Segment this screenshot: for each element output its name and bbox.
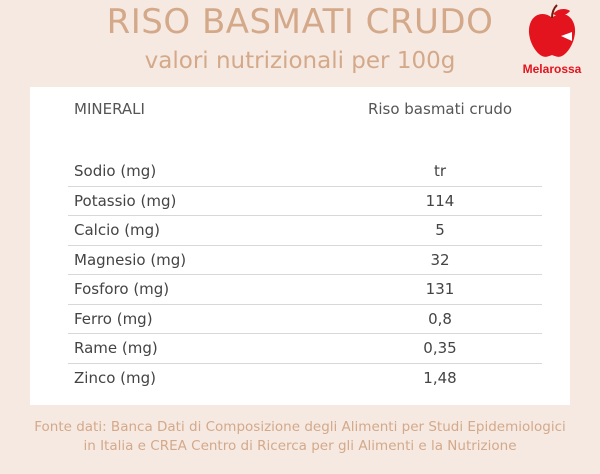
mineral-value: 32 <box>430 250 450 269</box>
column-header-food: Riso basmati crudo <box>367 100 513 118</box>
mineral-value: 1,48 <box>423 368 457 387</box>
mineral-value: 5 <box>435 221 445 239</box>
page-title: RISO BASMATI CRUDO <box>106 2 494 42</box>
row-divider <box>68 303 542 305</box>
table-row: Magnesio (mg) 32 <box>30 246 570 275</box>
source-line-1: Fonte dati: Banca Dati di Composizione d… <box>34 419 566 435</box>
logo-label: Melarossa <box>522 62 582 76</box>
row-divider <box>68 333 542 334</box>
row-divider <box>68 362 542 364</box>
row-divider <box>68 215 542 216</box>
table-row: Sodio (mg) tr <box>30 157 570 187</box>
mineral-label: Calcio (mg) <box>74 221 161 239</box>
row-divider <box>68 244 542 246</box>
table-row: Zinco (mg) 1,48 <box>30 364 570 394</box>
column-header-minerals: MINERALI <box>74 100 145 118</box>
mineral-value: tr <box>433 162 447 180</box>
row-divider <box>68 185 542 187</box>
table-row: Potassio (mg) 114 <box>30 187 570 216</box>
table-row: Rame (mg) 0,35 <box>30 334 570 364</box>
source-line-2: in Italia e CREA Centro di Ricerca per g… <box>83 438 517 454</box>
mineral-value: 0,8 <box>428 309 452 328</box>
table-row: Calcio (mg) 5 <box>30 216 570 246</box>
page-subtitle: valori nutrizionali per 100g <box>144 48 456 74</box>
mineral-label: Rame (mg) <box>74 339 158 357</box>
table-row: Ferro (mg) 0,8 <box>30 305 570 334</box>
mineral-label: Sodio (mg) <box>74 162 157 180</box>
table-header: MINERALI Riso basmati crudo <box>30 100 570 124</box>
table-row: Fosforo (mg) 131 <box>30 275 570 305</box>
apple-icon <box>528 4 576 57</box>
mineral-label: Ferro (mg) <box>74 309 153 328</box>
nutrition-table: MINERALI Riso basmati crudo Sodio (mg) t… <box>30 87 570 405</box>
mineral-value: 114 <box>425 191 455 210</box>
mineral-label: Fosforo (mg) <box>74 280 170 298</box>
source-note: Fonte dati: Banca Dati di Composizione d… <box>0 418 600 456</box>
melarossa-logo[interactable]: Melarossa <box>512 4 592 80</box>
row-divider <box>68 274 542 275</box>
mineral-value: 131 <box>425 280 455 298</box>
table-body: Sodio (mg) tr Potassio (mg) 114 Calcio (… <box>30 157 570 393</box>
mineral-value: 0,35 <box>423 339 457 357</box>
mineral-label: Zinco (mg) <box>74 368 156 387</box>
mineral-label: Magnesio (mg) <box>74 250 187 269</box>
mineral-label: Potassio (mg) <box>74 191 177 210</box>
